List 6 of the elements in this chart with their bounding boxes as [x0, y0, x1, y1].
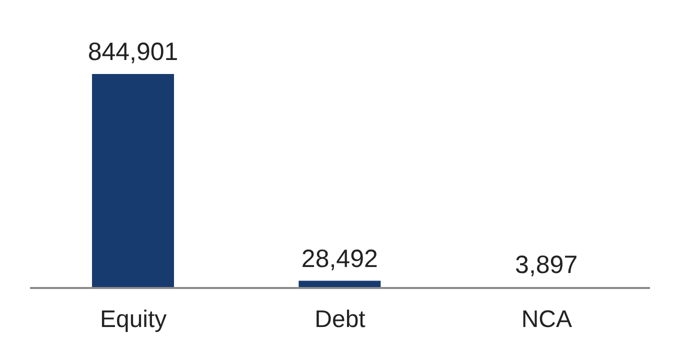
data-label: 844,901: [88, 38, 178, 66]
x-tick-label: Debt: [314, 306, 366, 334]
data-label: 3,897: [515, 251, 578, 280]
data-label: 28,492: [301, 244, 378, 273]
x-tick-label: NCA: [521, 306, 572, 334]
x-tick-label: Equity: [100, 306, 167, 334]
